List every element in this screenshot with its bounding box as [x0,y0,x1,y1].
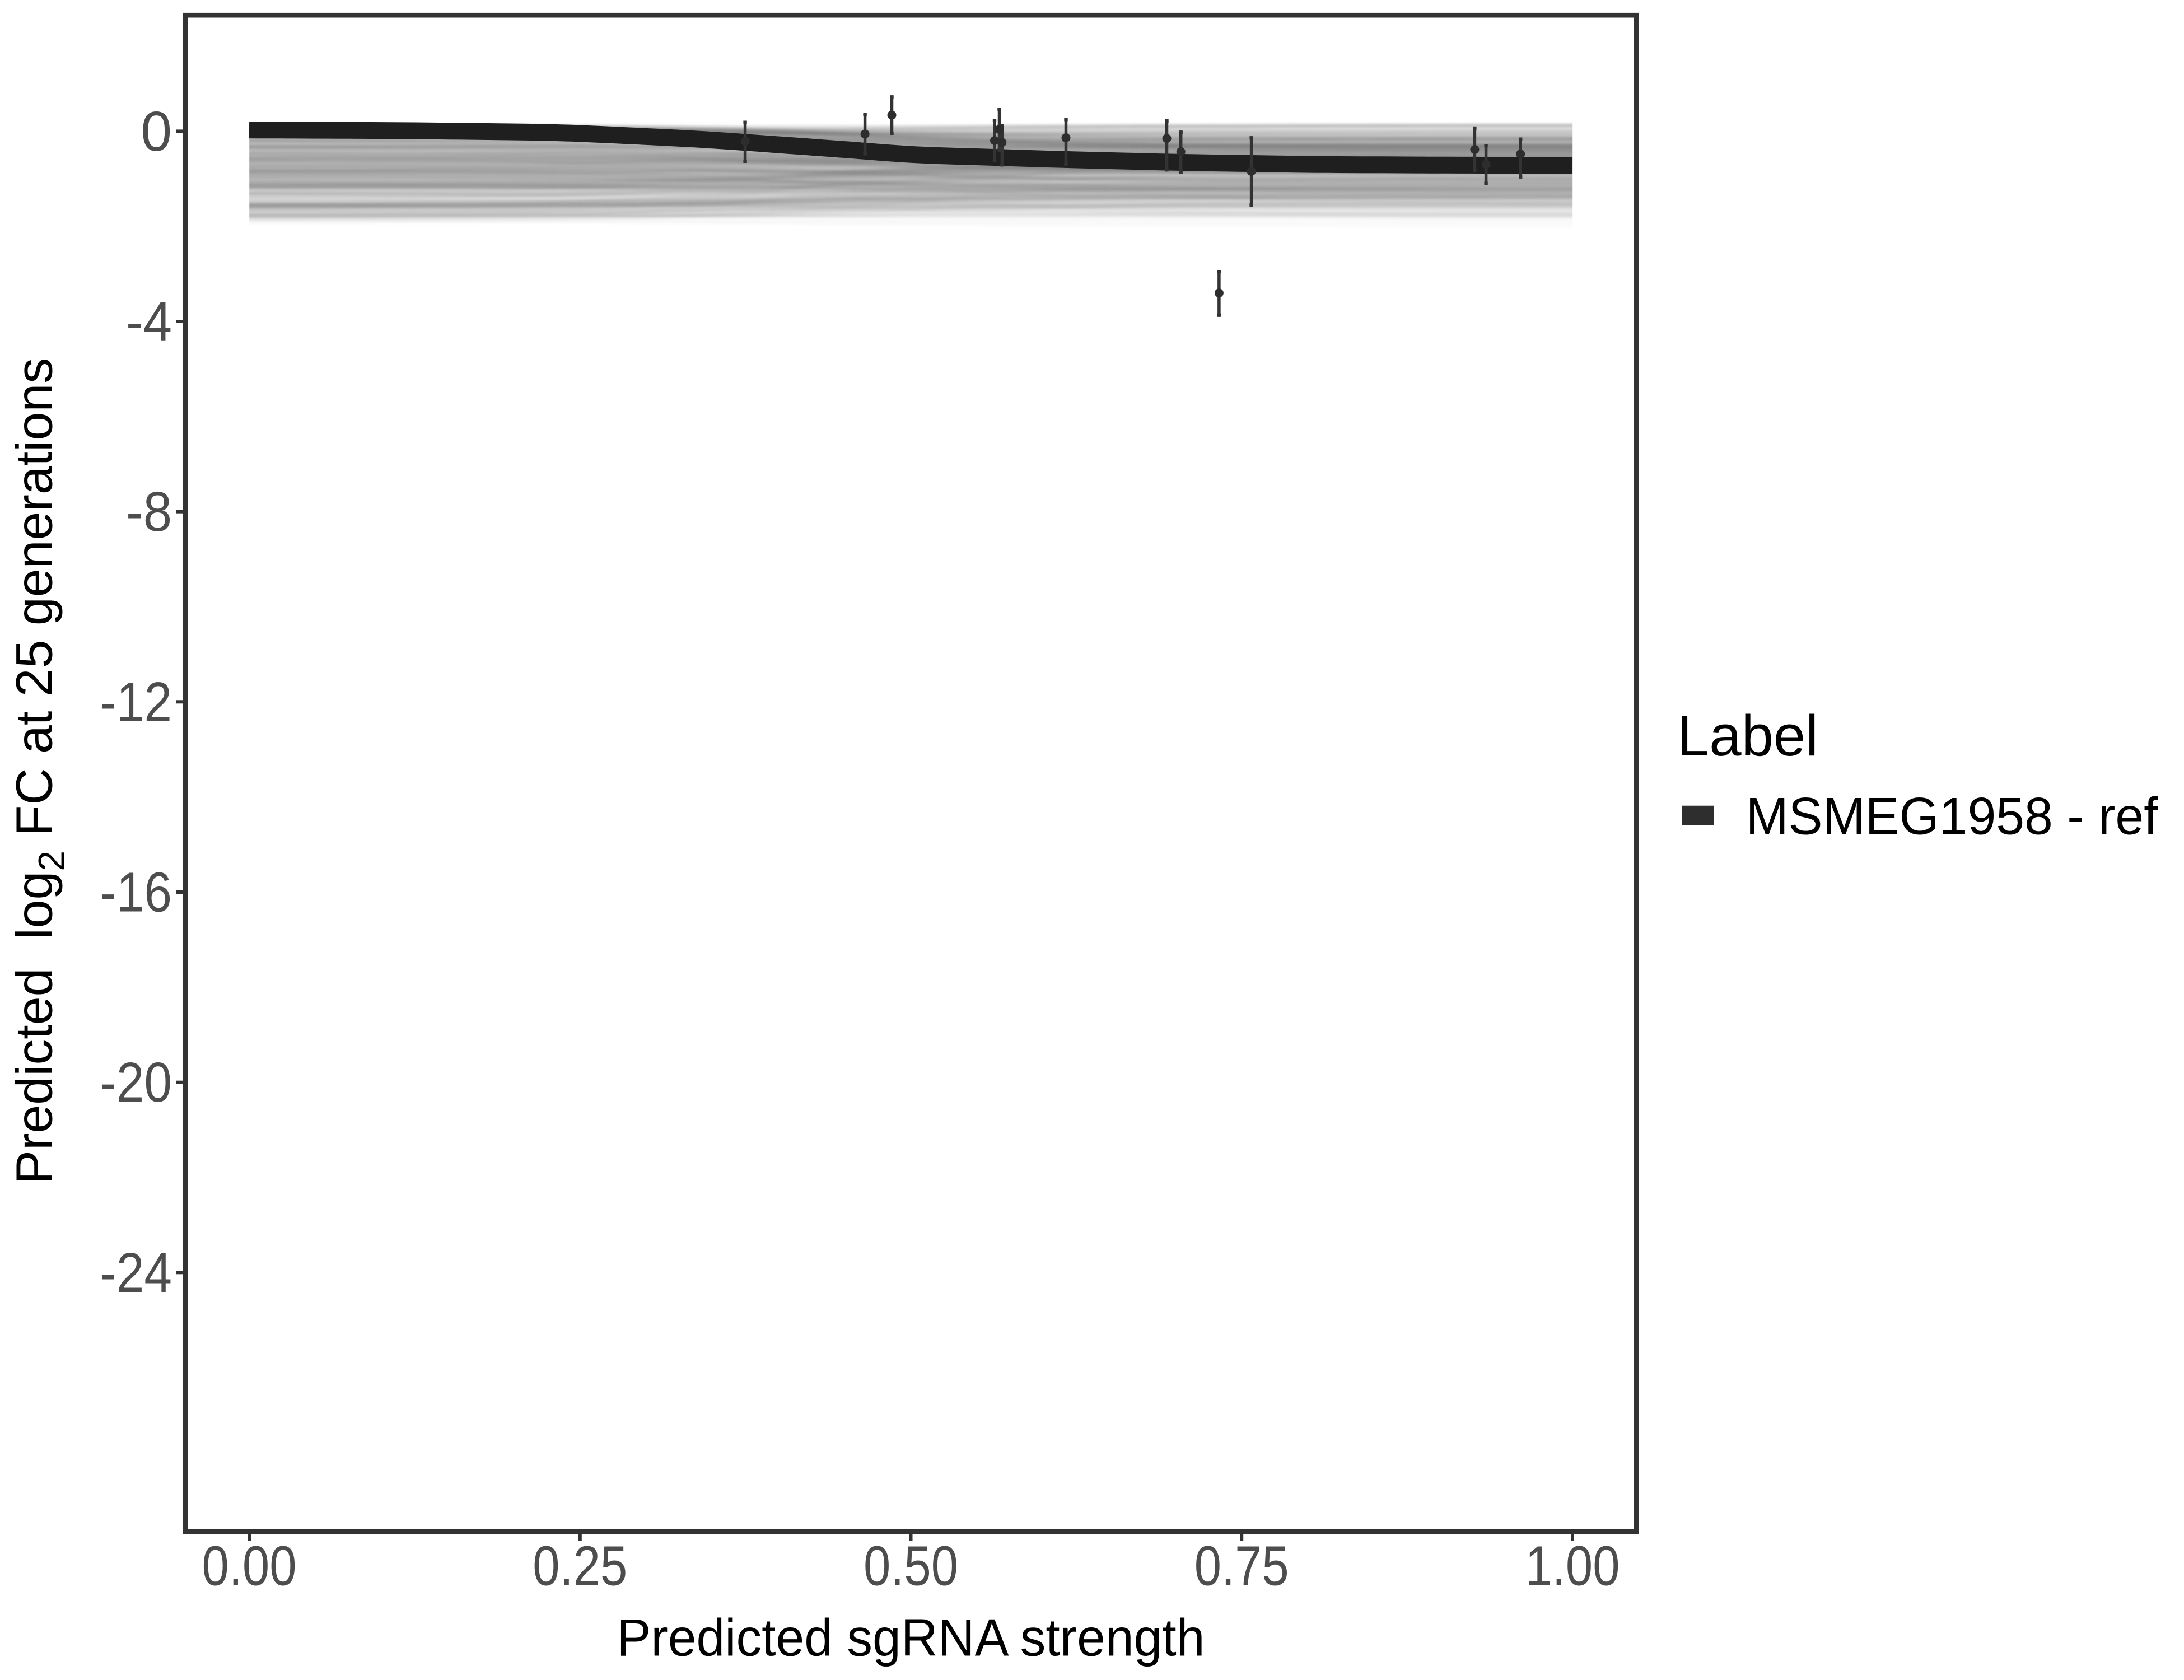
svg-text:Label: Label [1677,703,1818,768]
svg-text:-20: -20 [100,1051,172,1114]
svg-text:-8: -8 [126,480,172,543]
svg-text:0.00: 0.00 [202,1534,297,1597]
svg-text:0: 0 [141,100,172,163]
svg-text:1.00: 1.00 [1525,1534,1620,1597]
svg-text:0.25: 0.25 [533,1534,627,1597]
svg-text:0.50: 0.50 [864,1534,958,1597]
svg-text:-16: -16 [100,861,172,924]
svg-text:Predicted sgRNA strength: Predicted sgRNA strength [617,1608,1205,1667]
svg-text:Predicted log2 FC at 25 gener: Predicted log2 FC at 25 generations [6,358,72,1184]
svg-text:MSMEG1958 - ref: MSMEG1958 - ref [1746,787,2159,846]
svg-text:-4: -4 [126,291,172,353]
svg-text:-12: -12 [100,671,172,734]
svg-text:0.75: 0.75 [1194,1534,1289,1597]
svg-text:-24: -24 [100,1242,172,1304]
